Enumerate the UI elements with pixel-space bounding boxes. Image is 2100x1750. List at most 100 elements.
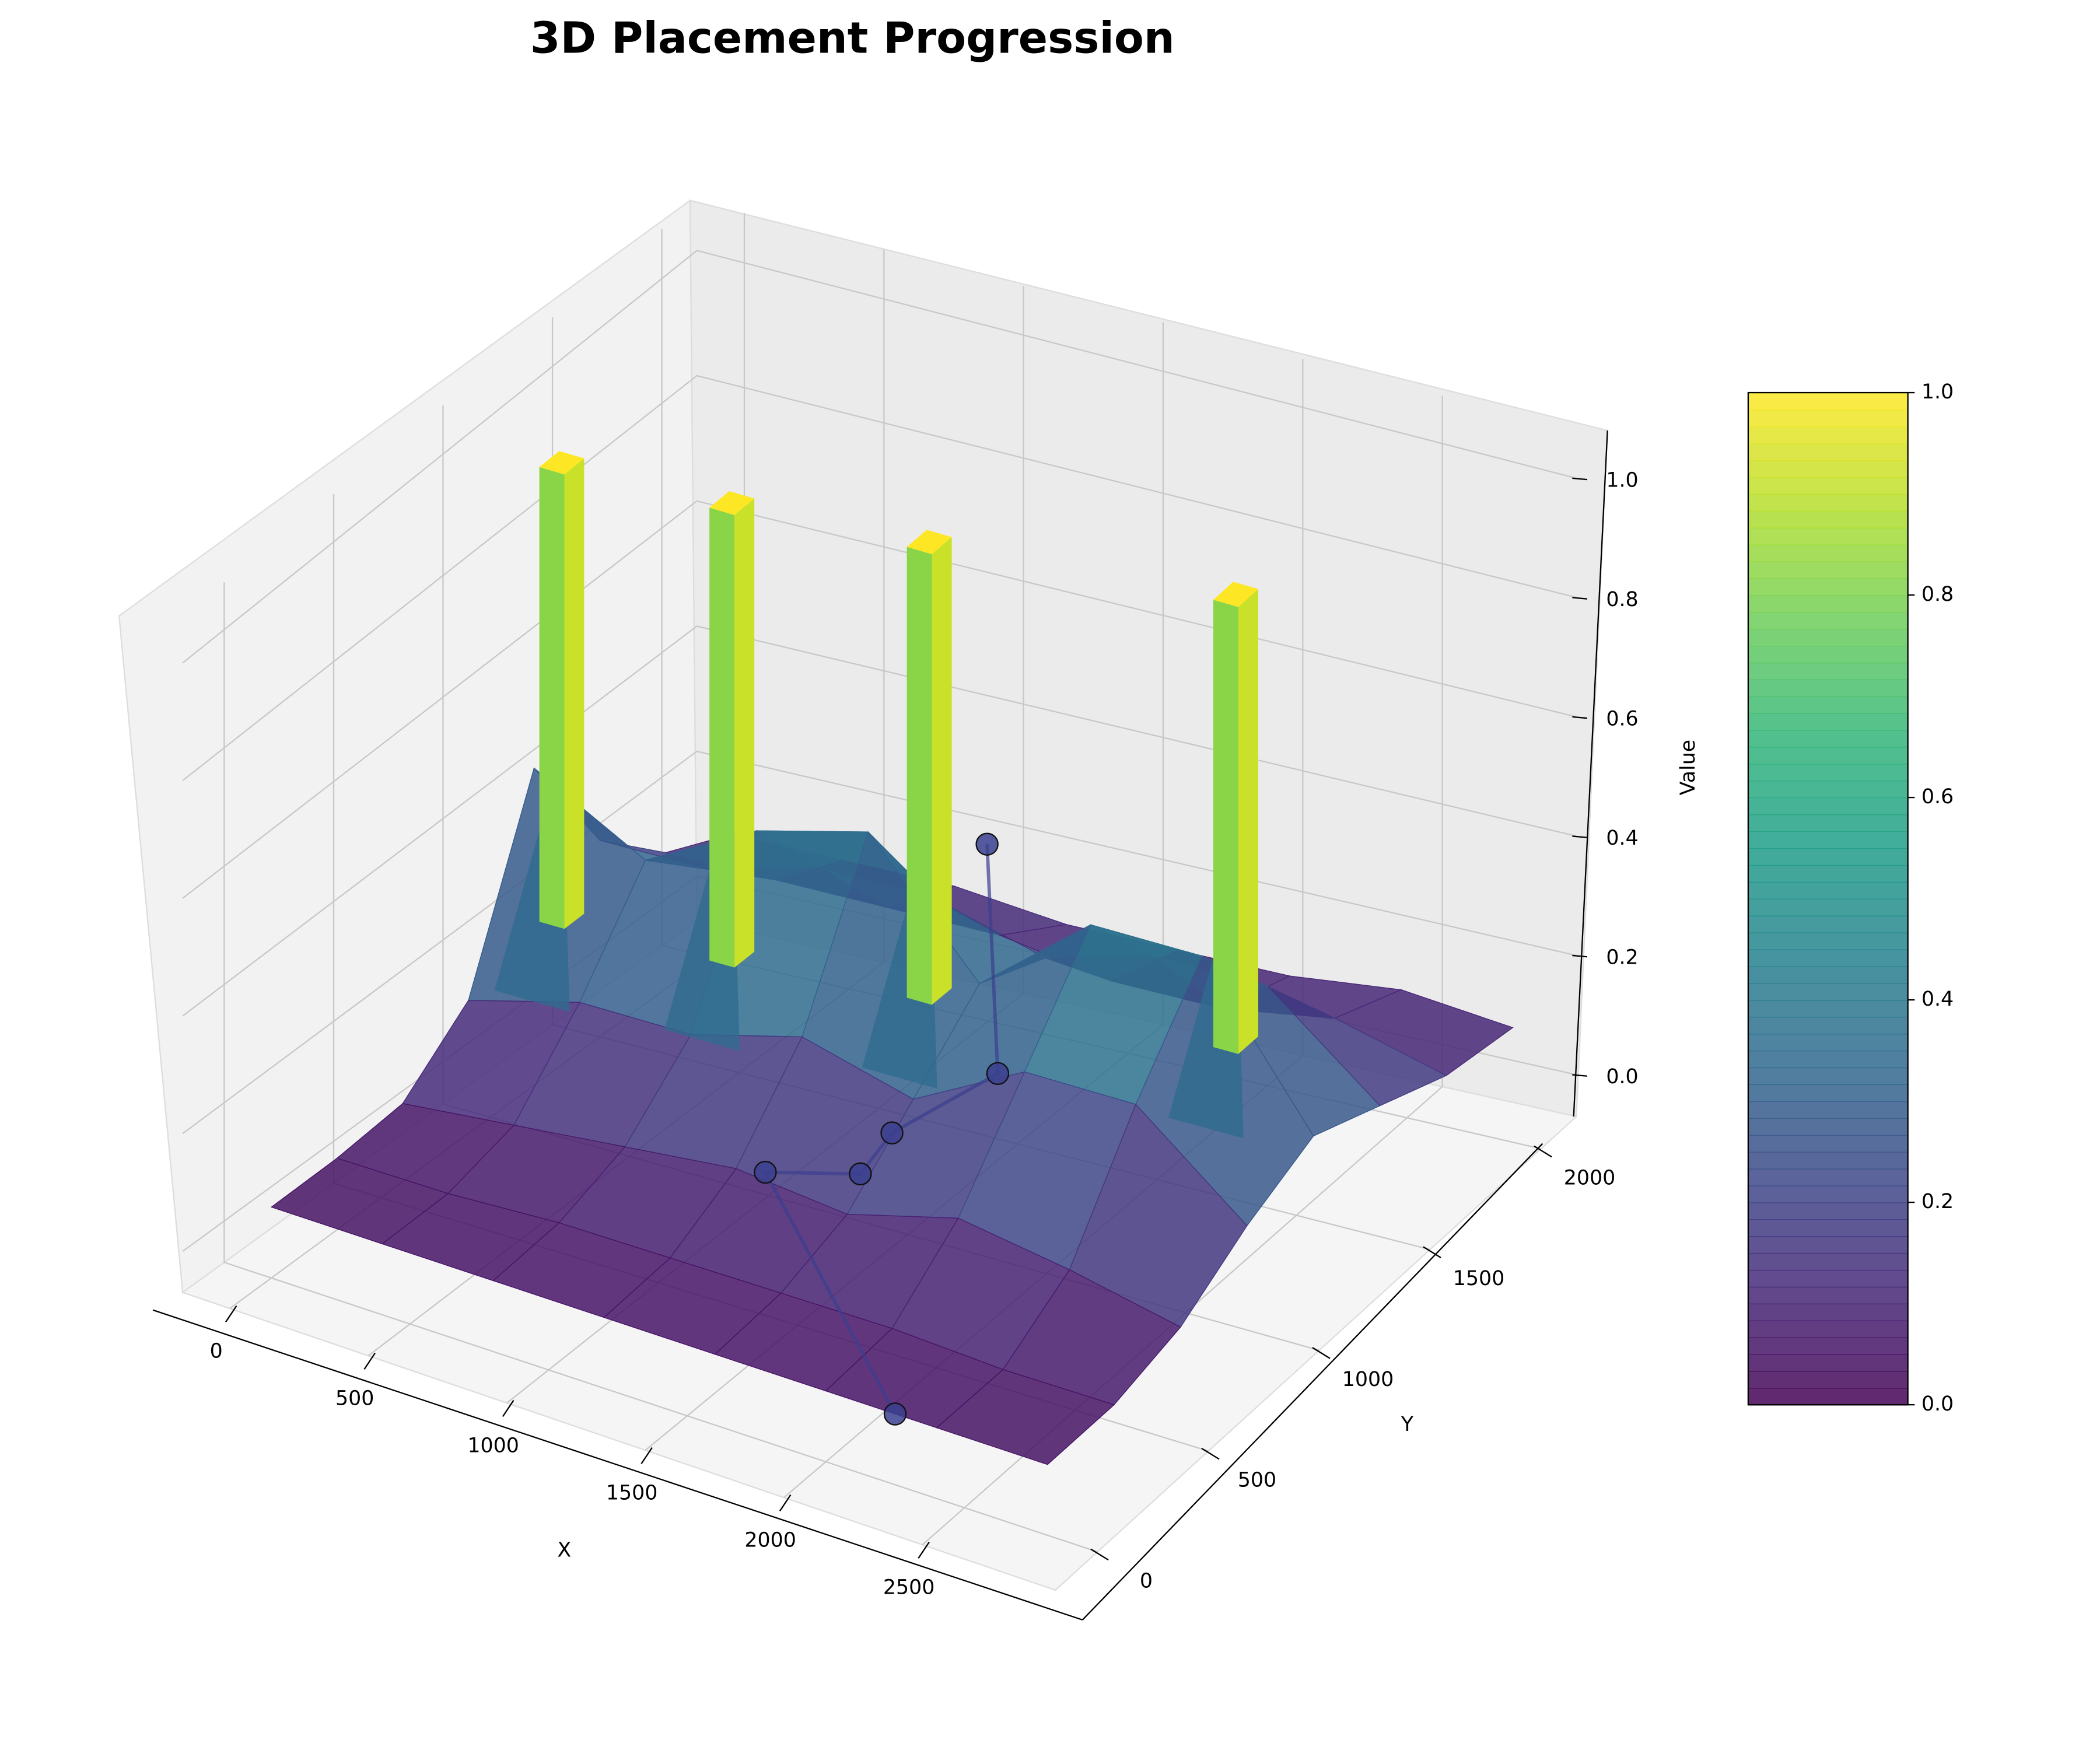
colorbar-band <box>1748 544 1908 562</box>
trajectory-point <box>880 1121 904 1144</box>
grid-line <box>182 625 1577 1017</box>
colorbar-band <box>1748 932 1908 950</box>
z-tick-label: 0.8 <box>1606 588 1638 611</box>
colorbar-band <box>1748 696 1908 714</box>
colorbar-band <box>1748 1152 1908 1170</box>
colorbar-band <box>1748 443 1908 461</box>
colorbar-band <box>1748 764 1908 782</box>
trajectory-point <box>883 1402 907 1426</box>
colorbar-tick-label: 0.0 <box>1922 1392 1954 1416</box>
z-tick <box>1572 835 1587 838</box>
colorbar-band <box>1748 1236 1908 1254</box>
peak-front <box>1213 600 1238 1054</box>
colorbar-band <box>1748 393 1908 411</box>
colorbar-band <box>1748 730 1908 748</box>
x-tick-label: 1500 <box>606 1481 658 1504</box>
colorbar-band <box>1748 1202 1908 1220</box>
colorbar-band <box>1748 1252 1908 1271</box>
z-tick <box>1572 597 1587 600</box>
surface-cell <box>1268 986 1448 1107</box>
x-tick-label: 2000 <box>744 1528 796 1552</box>
peak-front <box>539 467 565 929</box>
peak-top <box>709 491 755 515</box>
surface-cell <box>936 1369 1115 1465</box>
z-axis-label: Value <box>1676 740 1700 796</box>
colorbar-band <box>1748 797 1908 816</box>
colorbar-band <box>1748 1101 1908 1119</box>
z-tick-label: 0.4 <box>1606 827 1638 850</box>
colorbar-band <box>1748 1269 1908 1288</box>
colorbar-band <box>1748 780 1908 799</box>
colorbar-band <box>1748 409 1908 428</box>
colorbar-band <box>1748 1017 1908 1035</box>
colorbar-band <box>1748 1084 1908 1102</box>
colorbar-band <box>1748 747 1908 765</box>
y-tick <box>1201 1447 1220 1460</box>
colorbar-band <box>1748 426 1908 444</box>
colorbar-band <box>1748 1219 1908 1237</box>
z-tick-label: 1.0 <box>1606 468 1638 492</box>
x-tick <box>918 1541 930 1559</box>
grid-line <box>182 500 1577 899</box>
x-axis-line <box>152 1309 1083 1621</box>
colorbar-band <box>1748 864 1908 883</box>
colorbar-band <box>1748 510 1908 528</box>
colorbar-tick-label: 0.4 <box>1922 988 1954 1011</box>
grid-line <box>182 250 1577 664</box>
y-tick <box>1423 1246 1441 1258</box>
colorbar-band <box>1748 1388 1908 1406</box>
colorbar-band <box>1748 1000 1908 1018</box>
x-tick <box>502 1399 514 1417</box>
y-tick <box>1534 1145 1552 1158</box>
peak-side <box>564 458 584 929</box>
peak-top <box>907 530 952 555</box>
trajectory-point <box>986 1062 1010 1086</box>
colorbar-band <box>1748 611 1908 630</box>
colorbar-band <box>1748 1118 1908 1136</box>
colorbar-band <box>1748 1033 1908 1052</box>
colorbar-band <box>1748 1286 1908 1305</box>
x-tick <box>363 1352 376 1370</box>
colorbar-band <box>1748 1050 1908 1069</box>
colorbar-band <box>1748 1320 1908 1338</box>
colorbar-band <box>1748 460 1908 478</box>
trajectory-point <box>849 1162 872 1186</box>
colorbar-band <box>1748 595 1908 613</box>
x-tick-label: 1000 <box>467 1434 519 1457</box>
x-tick <box>640 1447 653 1464</box>
x-tick-label: 2500 <box>883 1576 935 1599</box>
colorbar-frame <box>1747 391 1909 1406</box>
colorbar-band <box>1748 1303 1908 1321</box>
colorbar-band <box>1748 1168 1908 1186</box>
colorbar-band <box>1748 949 1908 967</box>
peak-front <box>907 547 932 1005</box>
colorbar-band <box>1748 915 1908 933</box>
y-tick-label: 500 <box>1238 1469 1276 1492</box>
colorbar-tick-label: 0.2 <box>1922 1190 1954 1213</box>
grid-line <box>223 582 1098 1553</box>
peak-top <box>1213 582 1258 607</box>
x-axis-label: X <box>557 1539 571 1562</box>
z-tick-label: 0.0 <box>1606 1065 1638 1088</box>
x-tick <box>225 1305 237 1322</box>
peak-side <box>734 498 755 968</box>
colorbar-band <box>1748 494 1908 512</box>
colorbar-band <box>1748 662 1908 681</box>
grid-line <box>182 750 1577 1135</box>
colorbar-band <box>1748 1337 1908 1355</box>
y-tick <box>1090 1548 1109 1561</box>
colorbar-band <box>1748 1067 1908 1086</box>
y-tick-label: 1000 <box>1342 1368 1394 1391</box>
z-axis-line <box>1573 430 1608 1117</box>
colorbar-band <box>1748 679 1908 697</box>
colorbar-tick-label: 0.6 <box>1922 785 1954 808</box>
colorbar-band <box>1748 578 1908 596</box>
z-tick <box>1572 1074 1587 1077</box>
colorbar-band <box>1748 477 1908 495</box>
colorbar-band <box>1748 966 1908 984</box>
colorbar-band <box>1748 848 1908 866</box>
colorbar-tick-label: 1.0 <box>1922 380 1954 404</box>
z-tick <box>1572 477 1587 481</box>
colorbar-band <box>1748 814 1908 832</box>
colorbar-band <box>1748 1135 1908 1153</box>
